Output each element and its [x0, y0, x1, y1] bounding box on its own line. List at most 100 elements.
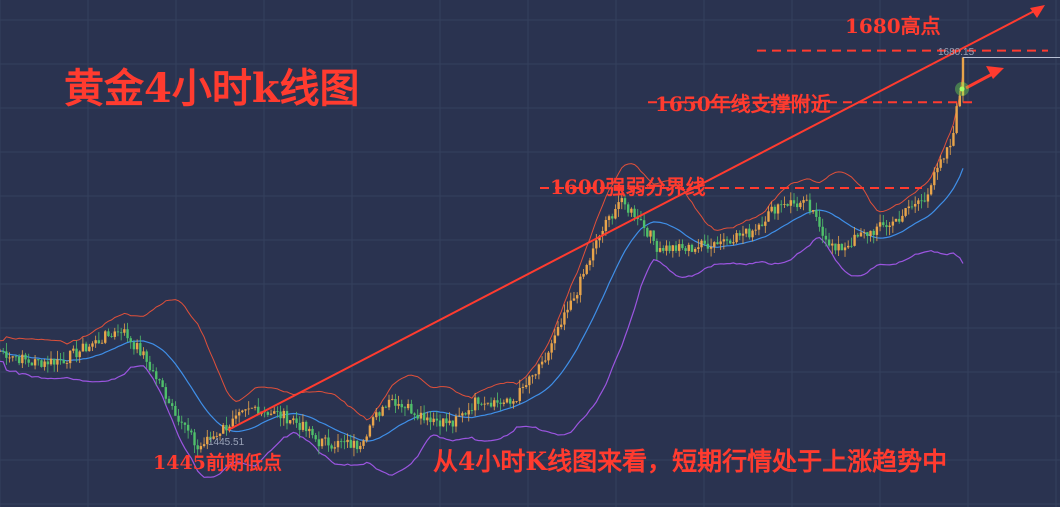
candle [904, 207, 907, 218]
candle [397, 395, 400, 410]
candle [524, 377, 528, 389]
candle [572, 291, 576, 301]
candle [97, 332, 101, 344]
candle [744, 228, 748, 238]
candle [850, 237, 853, 248]
candle [442, 418, 445, 428]
candle-body [936, 167, 939, 173]
candle [961, 56, 965, 103]
candle [30, 361, 34, 366]
upper-band-line [0, 73, 964, 421]
candle [400, 399, 403, 413]
candle [222, 423, 225, 434]
candle [929, 183, 933, 196]
candle [250, 407, 254, 409]
candle [314, 432, 317, 442]
bollinger-bands [0, 73, 964, 478]
candle-body [346, 439, 349, 443]
candle-body [563, 312, 566, 325]
candle [123, 323, 126, 336]
candle [821, 218, 824, 244]
trend-caption: 从4小时K线图来看，短期行情处于上涨趋势中 [433, 447, 947, 476]
candle-body [493, 400, 496, 407]
candle [687, 242, 690, 257]
candle-body [384, 406, 388, 408]
candle [193, 429, 196, 454]
candle [885, 220, 888, 236]
candle [464, 412, 467, 416]
candle [327, 429, 330, 452]
candle-body [690, 244, 694, 252]
candle-body [913, 203, 917, 207]
candle [582, 269, 585, 280]
candle-body [837, 243, 840, 251]
candle [107, 328, 110, 338]
candle-body [438, 420, 442, 427]
candle-body [518, 387, 521, 402]
candle [416, 409, 419, 421]
candle [151, 363, 155, 373]
candle [786, 203, 789, 207]
candle [684, 246, 687, 255]
candle-body [630, 208, 633, 213]
candle-body [37, 359, 40, 361]
candle-body [786, 204, 789, 206]
candle [467, 402, 470, 422]
candle-body [633, 208, 636, 218]
candle-body [75, 348, 78, 358]
candle-body [748, 228, 751, 238]
candle [920, 194, 923, 209]
candle [317, 431, 321, 455]
candle-body [866, 232, 869, 236]
candle-body [429, 417, 432, 423]
candle [11, 355, 14, 362]
candle-body [665, 245, 668, 251]
candle-body [78, 351, 81, 358]
candle-body [113, 331, 116, 337]
candle [799, 200, 802, 210]
candle-body [406, 403, 410, 409]
candle-body [91, 343, 94, 347]
candle [531, 374, 534, 384]
candle [569, 292, 572, 312]
candle [135, 339, 139, 354]
candle [547, 351, 550, 365]
candle-body [355, 440, 359, 450]
candle-body [585, 265, 588, 274]
candle [311, 425, 314, 439]
candle [14, 354, 18, 361]
candle-body [716, 242, 719, 245]
candle [46, 355, 50, 373]
candle [237, 408, 241, 423]
candle-body [68, 350, 72, 364]
candle-body [521, 386, 525, 388]
candle [343, 434, 346, 450]
candle [818, 209, 821, 232]
candle [110, 333, 113, 338]
candle [21, 350, 24, 368]
candle [738, 230, 741, 241]
candle [62, 352, 65, 364]
candle [139, 335, 142, 357]
candle [432, 412, 435, 426]
candle [394, 393, 397, 414]
candle [199, 442, 203, 453]
candle [751, 229, 754, 242]
candle-body [642, 220, 646, 228]
candle-body [824, 235, 828, 240]
candle [700, 239, 703, 252]
candle [834, 243, 837, 255]
candle-body [652, 230, 655, 241]
candle [709, 238, 713, 257]
candle-body [566, 309, 569, 313]
candle-body [770, 206, 773, 212]
candle [333, 441, 337, 454]
candle [722, 233, 726, 250]
candle [126, 322, 129, 343]
candle [646, 226, 649, 238]
candle [658, 241, 662, 253]
candle [789, 192, 793, 214]
candle-body [942, 158, 946, 160]
candle-body [671, 245, 675, 252]
candle-body [697, 247, 700, 250]
